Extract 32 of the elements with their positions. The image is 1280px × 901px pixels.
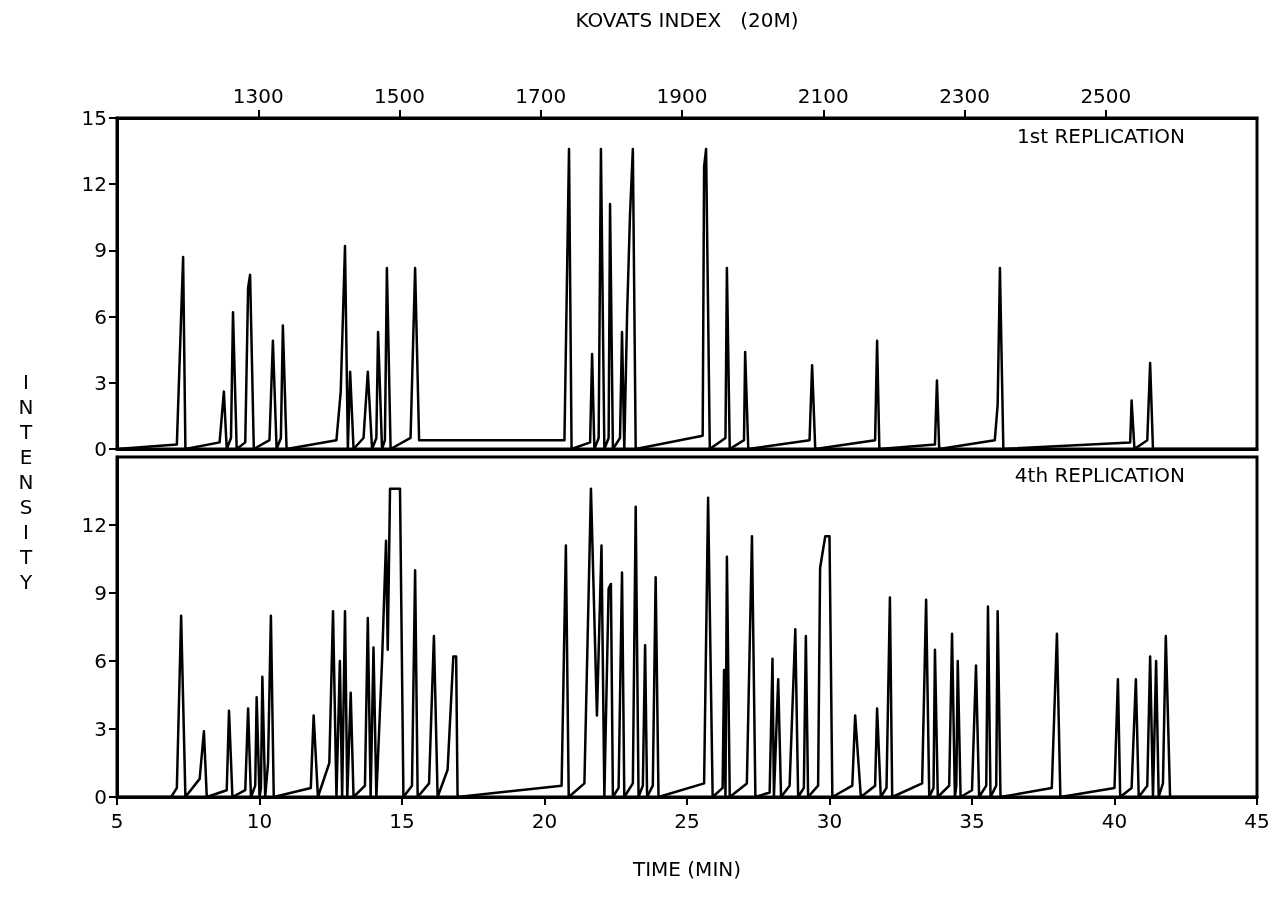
- x2-tick-label: 2100: [797, 84, 849, 108]
- y-tick-label: 9: [94, 581, 107, 605]
- annotation: 1st REPLICATION: [1017, 124, 1185, 148]
- x-tick-label: 15: [389, 809, 415, 833]
- x-tick-label: 25: [674, 809, 700, 833]
- x-tick-label: 35: [959, 809, 985, 833]
- x2-tick-label: 2300: [939, 84, 991, 108]
- y-tick-label: 3: [94, 717, 107, 741]
- y-tick-label: 9: [94, 238, 107, 263]
- annotation: 4th REPLICATION: [1014, 463, 1186, 487]
- y-tick-label: 3: [94, 370, 107, 395]
- x-tick-label: 45: [1244, 809, 1270, 833]
- x-tick-label: 5: [110, 809, 124, 833]
- y-tick-label: 6: [94, 304, 107, 329]
- x2-axis-title: KOVATS INDEX (20M): [575, 8, 799, 32]
- text: INTENSITY: [18, 370, 34, 594]
- x-tick-label: 30: [816, 809, 843, 833]
- y-tick-label: 15: [81, 106, 107, 130]
- x2-tick-label: 1500: [374, 84, 425, 108]
- x-tick-label: 40: [1101, 809, 1128, 833]
- y-tick-label: 12: [81, 513, 107, 537]
- y-tick-label: 0: [94, 437, 107, 461]
- x-tick-label: 20: [531, 809, 558, 833]
- x2-tick-label: 1700: [515, 84, 567, 108]
- x2-tick-label: 1300: [232, 84, 284, 108]
- x2-tick-label: 1900: [656, 84, 708, 108]
- y-tick-label: 12: [81, 172, 107, 197]
- x-tick-label: 10: [246, 809, 273, 833]
- x-axis-title: TIME (MIN): [631, 857, 742, 881]
- y-tick-label: 0: [94, 785, 107, 809]
- y-tick-label: 6: [94, 649, 107, 673]
- x2-tick-label: 2500: [1080, 84, 1132, 108]
